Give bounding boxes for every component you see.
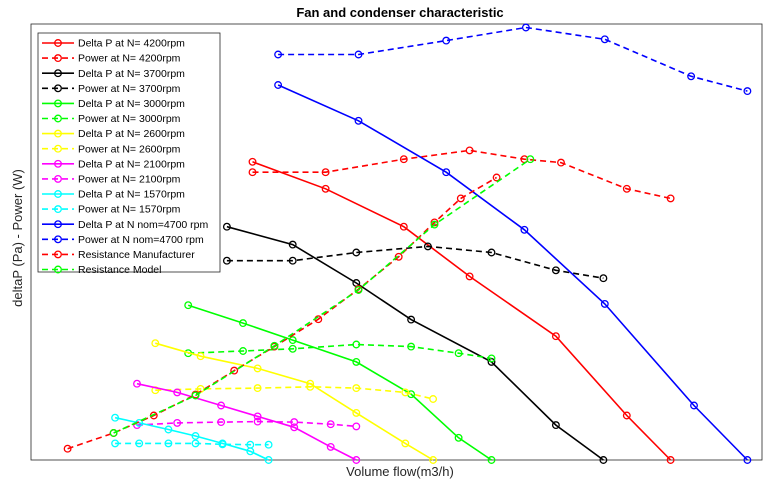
chart-title: Fan and condenser characteristic	[296, 5, 503, 20]
legend-label: Power at N= 4200rpm	[78, 53, 181, 65]
series-line	[188, 305, 491, 460]
data-point	[602, 36, 609, 43]
series-4	[224, 243, 607, 281]
legend-label: Power at N= 3700rpm	[78, 83, 181, 95]
legend-label: Delta P at N= 3000rpm	[78, 98, 185, 110]
data-point	[430, 396, 437, 403]
x-axis-label: Volume flow(m3/h)	[346, 464, 454, 479]
legend-label: Delta P at N nom=4700 rpm	[78, 219, 209, 231]
y-axis-label: deltaP (Pa) - Power (W)	[10, 169, 25, 307]
series-10	[134, 418, 360, 429]
series-5	[185, 302, 495, 463]
legend-label: Delta P at N= 2100rpm	[78, 158, 185, 170]
legend-label: Power at N= 2100rpm	[78, 174, 181, 186]
legend-label: Delta P at N= 1570rpm	[78, 189, 185, 201]
series-line	[155, 343, 433, 460]
series-3	[224, 223, 607, 463]
series-line	[278, 28, 747, 92]
legend-label: Power at N= 2600rpm	[78, 143, 181, 155]
data-point	[110, 430, 117, 437]
legend-label: Power at N nom=4700 rpm	[78, 234, 204, 246]
legend-label: Delta P at N= 3700rpm	[78, 68, 185, 80]
legend-label: Delta P at N= 2600rpm	[78, 128, 185, 140]
series-line	[227, 227, 604, 460]
series-6	[185, 341, 495, 362]
legend-label: Resistance Manufacturer	[78, 249, 195, 261]
legend-label: Delta P at N= 4200rpm	[78, 38, 185, 50]
series-line	[253, 162, 671, 460]
legend-label: Power at N= 1570rpm	[78, 204, 181, 216]
series-line	[253, 150, 671, 198]
series-2	[249, 147, 674, 202]
series-line	[137, 384, 356, 460]
data-point	[353, 423, 360, 430]
legend-label: Resistance Model	[78, 264, 161, 276]
series-7	[152, 340, 436, 463]
legend-label: Power at N= 3000rpm	[78, 113, 181, 125]
series-line	[137, 422, 356, 427]
series-line	[278, 85, 747, 460]
series-12	[112, 440, 272, 448]
series-line	[115, 418, 269, 460]
series-14	[275, 24, 751, 94]
